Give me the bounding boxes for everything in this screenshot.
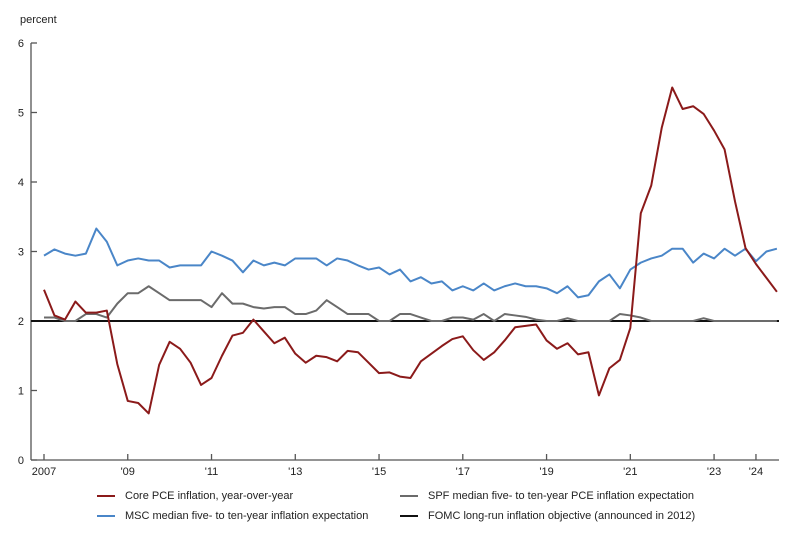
x-tick-label: '13: [288, 466, 302, 478]
legend-item-fomc: FOMC long-run inflation objective (annou…: [400, 510, 695, 522]
series-line: [44, 285, 777, 322]
x-tick-label: '23: [707, 466, 721, 478]
y-tick-label: 2: [18, 316, 24, 328]
legend-swatch-core-pce: [97, 495, 115, 497]
legend-label: SPF median five- to ten-year PCE inflati…: [428, 490, 694, 502]
y-axis-label: percent: [20, 14, 57, 26]
x-tick-label: 2007: [32, 466, 56, 478]
series-line: [43, 227, 778, 299]
y-tick-label: 1: [18, 386, 24, 398]
y-tick-label: 3: [18, 247, 24, 259]
series-line: [43, 86, 778, 415]
legend-item-msc: MSC median five- to ten-year inflation e…: [97, 510, 368, 522]
legend-swatch-fomc: [400, 515, 418, 517]
x-tick-label: '19: [539, 466, 553, 478]
x-tick-label: '11: [205, 466, 219, 478]
legend-label: Core PCE inflation, year-over-year: [125, 490, 294, 502]
line-chart: 0 1 2 3 4 5 6 2007 '09 '11 '13 '15 '17 '19 '21 '23 '24: [18, 38, 779, 478]
legend-swatch-spf: [400, 495, 418, 497]
x-tick-label: '15: [372, 466, 386, 478]
legend-swatch-msc: [97, 515, 115, 517]
legend-item-spf: SPF median five- to ten-year PCE inflati…: [400, 490, 694, 502]
x-tick-label: '24: [749, 466, 763, 478]
y-tick-label: 6: [18, 38, 24, 50]
legend-label: FOMC long-run inflation objective (annou…: [428, 510, 696, 522]
axes: 0 1 2 3 4 5 6 2007 '09 '11 '13 '15 '17 '19 '21 '23 '24: [18, 38, 779, 478]
x-tick-label: '09: [121, 466, 135, 478]
x-tick-label: '17: [456, 466, 470, 478]
series-lines: [31, 86, 779, 415]
y-tick-label: 0: [18, 455, 24, 467]
y-tick-label: 5: [18, 108, 24, 120]
x-tick-label: '21: [623, 466, 637, 478]
y-tick-label: 4: [18, 177, 24, 189]
legend-label: MSC median five- to ten-year inflation e…: [125, 510, 369, 522]
legend-item-core-pce: Core PCE inflation, year-over-year: [97, 490, 293, 502]
legend: Core PCE inflation, year-over-year MSC m…: [0, 490, 800, 540]
